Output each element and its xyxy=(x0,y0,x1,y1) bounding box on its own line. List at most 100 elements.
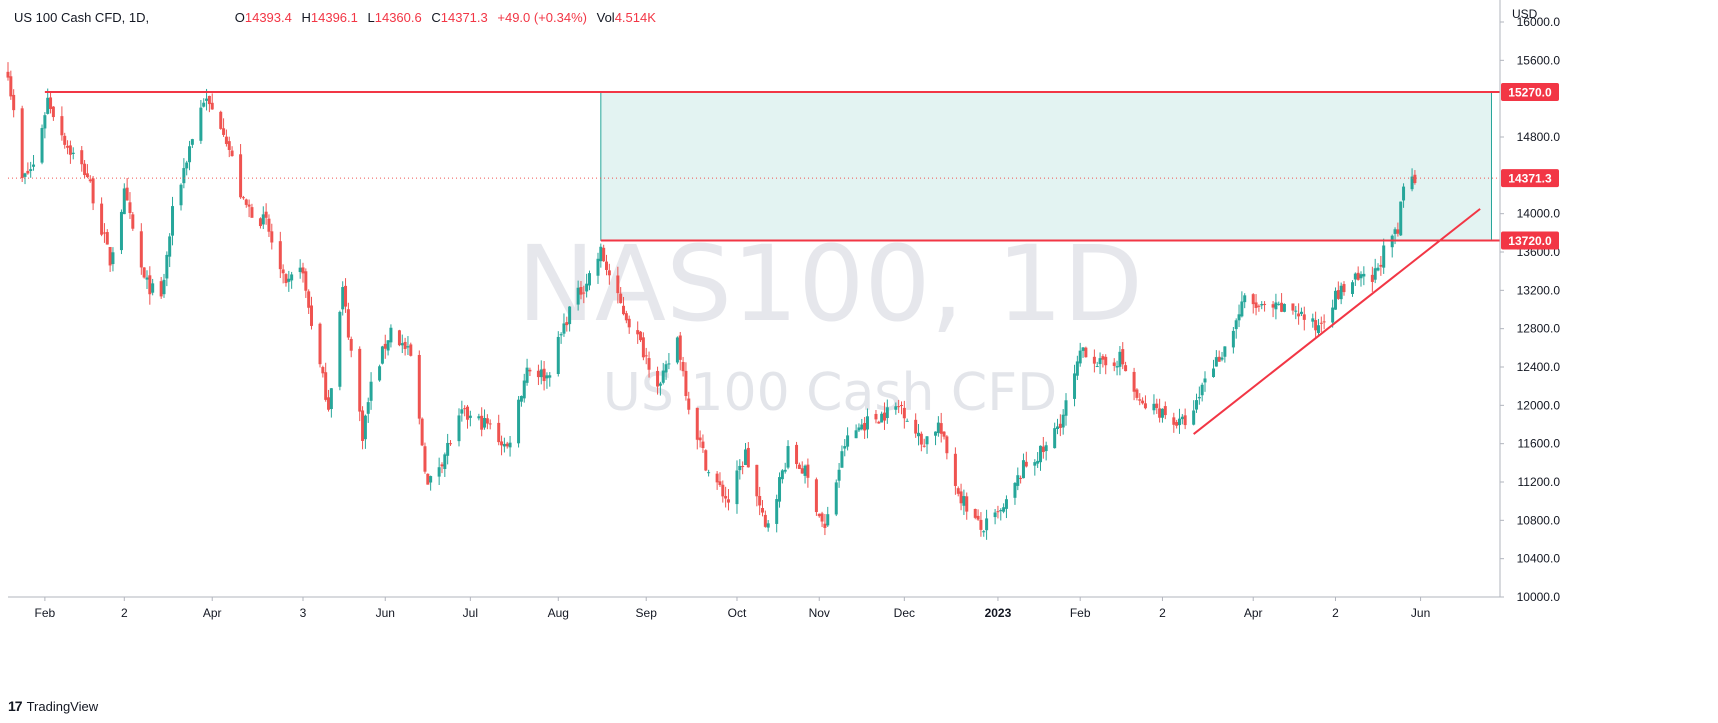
candle-body xyxy=(619,293,623,304)
candle-body xyxy=(979,519,983,530)
candle-body xyxy=(1203,378,1207,383)
candle-body xyxy=(247,204,251,207)
candle-body xyxy=(341,287,345,310)
target-zone[interactable] xyxy=(600,91,1492,242)
y-tick-label: 12400.0 xyxy=(1517,360,1561,374)
candle-body xyxy=(1331,307,1335,323)
candle-body xyxy=(698,437,702,441)
candle-body xyxy=(165,254,169,279)
candle-body xyxy=(914,419,918,434)
candle-body xyxy=(585,283,589,292)
candle-body xyxy=(142,267,146,278)
candle-body xyxy=(624,313,628,321)
candle-body xyxy=(639,331,643,341)
candle-body xyxy=(1396,229,1400,234)
candle-body xyxy=(227,141,231,150)
x-tick-label: 3 xyxy=(300,606,307,620)
x-tick-label: Feb xyxy=(35,606,56,620)
tradingview-brand[interactable]: 17 TradingView xyxy=(8,698,98,714)
candle-body xyxy=(179,184,183,206)
candle-body xyxy=(925,436,929,445)
y-tick-label: 15600.0 xyxy=(1517,53,1561,67)
legend-low: 14360.6 xyxy=(374,10,422,25)
candle-body xyxy=(1177,418,1181,426)
candle-body xyxy=(46,97,50,114)
candle-body xyxy=(270,231,274,243)
candle-body xyxy=(429,476,433,483)
y-tick-label: 13200.0 xyxy=(1517,283,1561,297)
candle-body xyxy=(803,465,807,476)
candle-body xyxy=(840,451,844,468)
x-tick-label: Aug xyxy=(548,606,569,620)
candle-body xyxy=(80,150,84,165)
candle-body xyxy=(718,481,722,486)
legend-high: 14396.1 xyxy=(310,10,358,25)
candle-body xyxy=(1180,416,1184,420)
tradingview-logo: 17 xyxy=(8,698,23,714)
y-tick-label: 11200.0 xyxy=(1518,475,1561,489)
candle-body xyxy=(993,512,997,518)
candle-body xyxy=(389,327,393,343)
candle-body xyxy=(1271,304,1275,308)
candle-body xyxy=(188,146,192,163)
candle-body xyxy=(207,95,211,105)
candle-body xyxy=(108,246,112,266)
price-chart[interactable]: NAS100, 1D US 100 Cash CFD USD 10000.0 104… xyxy=(0,0,1718,690)
candle-body xyxy=(1316,325,1320,334)
candle-body xyxy=(755,464,759,497)
candle-body xyxy=(426,473,430,485)
candle-body xyxy=(1033,462,1037,466)
candle-body xyxy=(965,496,969,512)
candle-body xyxy=(6,71,10,78)
candle-body xyxy=(358,348,362,412)
candle-body xyxy=(1124,365,1128,372)
candle-body xyxy=(1399,201,1403,236)
price-axis-currency: USD xyxy=(1512,7,1538,21)
candle-body xyxy=(239,154,243,198)
candle-body xyxy=(122,188,126,215)
candle-body xyxy=(766,523,770,528)
candle-body xyxy=(599,246,603,262)
candle-body xyxy=(579,287,583,295)
candle-body xyxy=(823,523,827,528)
trendline[interactable] xyxy=(1193,208,1481,435)
candle-body xyxy=(863,422,867,431)
legend-change: +49.0 (+0.34%) xyxy=(497,10,587,25)
candle-body xyxy=(1282,303,1286,312)
candle-body xyxy=(707,472,711,474)
candle-body xyxy=(307,291,311,308)
candle-body xyxy=(542,368,546,382)
legend-symbol[interactable]: US 100 Cash CFD, 1D, xyxy=(14,10,150,25)
candle-body xyxy=(131,214,135,229)
candle-body xyxy=(778,477,782,502)
candle-body xyxy=(1004,499,1008,509)
candle-body xyxy=(996,511,1000,513)
candle-body xyxy=(1223,346,1227,357)
candle-body xyxy=(1311,318,1315,322)
candle-body xyxy=(466,406,470,420)
candle-body xyxy=(1410,176,1414,190)
candle-body xyxy=(105,232,109,245)
candle-body xyxy=(423,446,427,472)
candle-body xyxy=(675,337,679,363)
candle-body xyxy=(1194,400,1198,410)
candle-body xyxy=(1212,368,1216,378)
candle-body xyxy=(658,383,662,386)
candle-body xyxy=(125,187,129,201)
x-tick-label: Jul xyxy=(463,606,478,620)
candle-body xyxy=(826,514,830,526)
candle-body xyxy=(1041,446,1045,453)
candle-body xyxy=(29,169,33,171)
candle-body xyxy=(1362,273,1366,277)
candle-body xyxy=(973,508,977,518)
candle-body xyxy=(1379,264,1383,267)
candle-body xyxy=(369,381,373,401)
candle-body xyxy=(344,285,348,307)
candle-body xyxy=(817,513,821,517)
candle-body xyxy=(1294,310,1298,312)
watermark-description: US 100 Cash CFD xyxy=(603,363,1057,423)
candle-body xyxy=(1002,507,1006,512)
candle-body xyxy=(976,515,980,520)
candle-body xyxy=(171,206,175,236)
candle-body xyxy=(576,287,580,305)
